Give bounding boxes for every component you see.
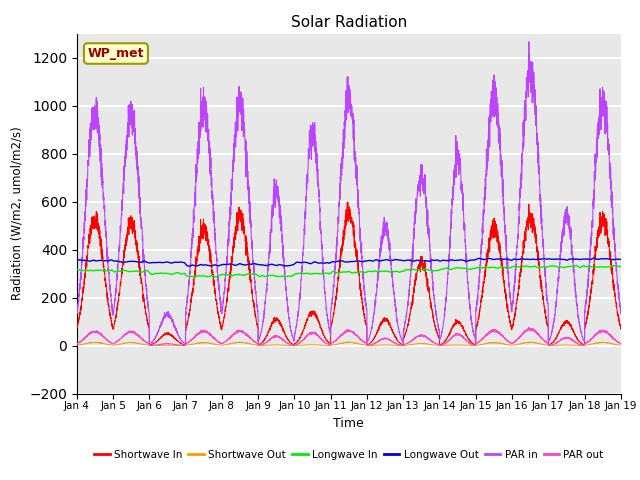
Y-axis label: Radiation (W/m2, umol/m2/s): Radiation (W/m2, umol/m2/s): [11, 127, 24, 300]
Title: Solar Radiation: Solar Radiation: [291, 15, 407, 30]
Legend: Shortwave In, Shortwave Out, Longwave In, Longwave Out, PAR in, PAR out: Shortwave In, Shortwave Out, Longwave In…: [90, 445, 608, 464]
X-axis label: Time: Time: [333, 417, 364, 430]
Text: WP_met: WP_met: [88, 47, 144, 60]
